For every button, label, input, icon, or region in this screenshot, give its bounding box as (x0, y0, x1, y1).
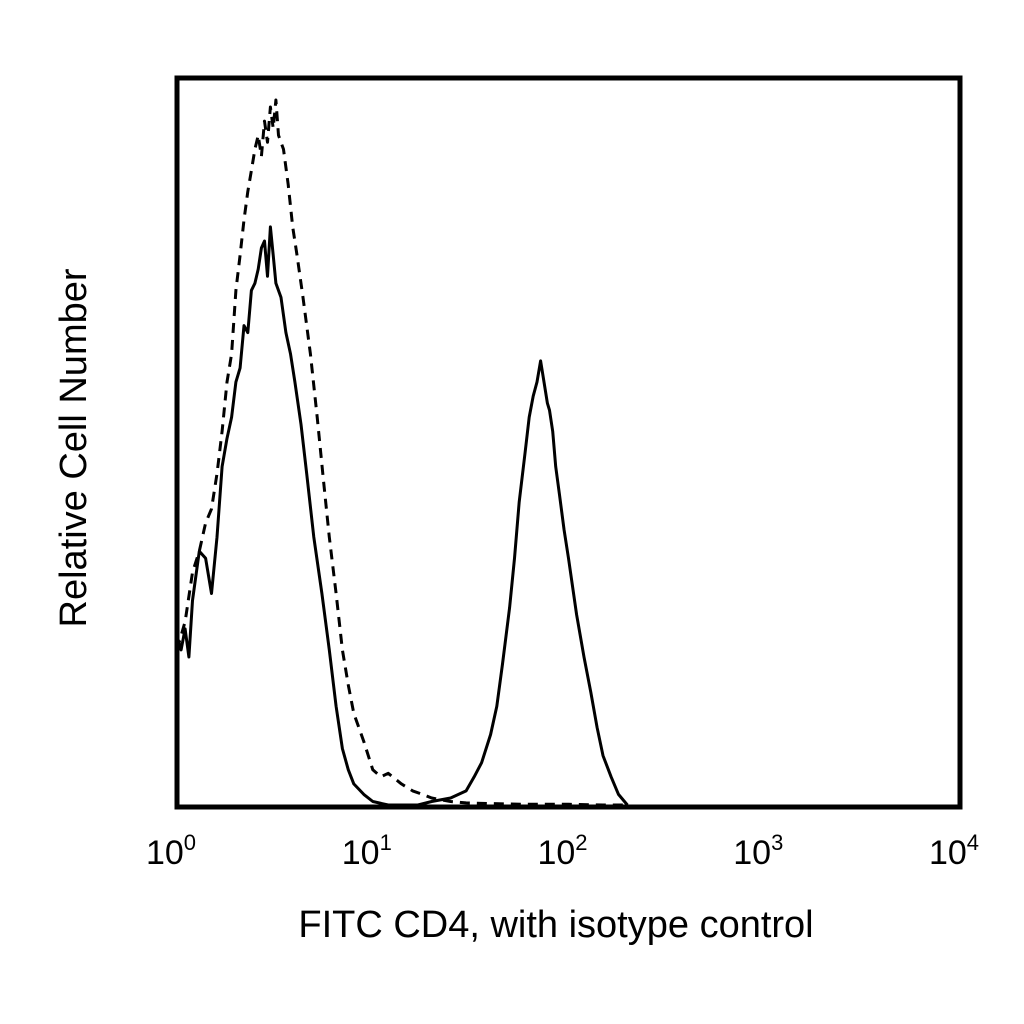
y-axis-title: Relative Cell Number (53, 268, 95, 627)
x-axis-title: FITC CD4, with isotype control (298, 904, 813, 946)
x-tick-label: 103 (733, 830, 783, 872)
cd4-series (175, 225, 629, 807)
x-tick-label: 101 (342, 830, 392, 872)
x-tick-label: 100 (146, 830, 196, 872)
isotype-control-series (175, 98, 628, 807)
x-tick-labels: 100 101 102 103 104 (146, 830, 979, 872)
plot-frame (174, 75, 963, 810)
series-layer (175, 98, 629, 807)
x-tick-label: 104 (929, 830, 979, 872)
x-tick-label: 102 (537, 830, 587, 872)
